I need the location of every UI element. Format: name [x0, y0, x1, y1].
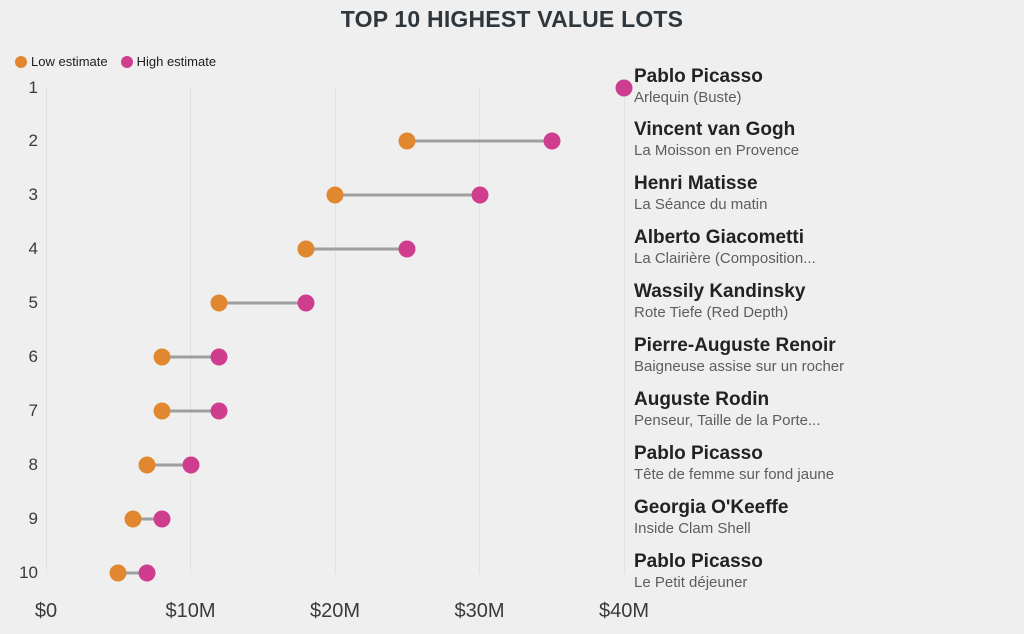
x-tick-label: $20M	[309, 600, 361, 622]
rank-label: 1	[28, 77, 38, 97]
lot-artist-name: Vincent van Gogh	[634, 119, 796, 141]
x-tick-label: $10M	[165, 600, 216, 622]
gridline	[334, 88, 336, 574]
lot-artist-name: Henri Matisse	[634, 173, 758, 195]
high-estimate-dot	[138, 564, 156, 582]
lot-artist-name: Wassily Kandinsky	[634, 281, 806, 303]
rank-label: 10	[19, 563, 38, 583]
rank-label: 3	[28, 185, 38, 205]
dumbbell-connector	[335, 193, 480, 197]
x-tick-label: $40M	[598, 600, 650, 622]
legend-item-high-estimate: High estimate	[120, 54, 217, 69]
lot-entry: Pablo Picasso Tête de femme sur fond jaun…	[634, 443, 1014, 484]
low-estimate-dot	[138, 456, 156, 474]
high-estimate-dot	[210, 402, 228, 420]
rank-label: 5	[28, 293, 38, 313]
rank-label: 6	[28, 347, 38, 367]
lot-entry: Pablo Picasso Le Petit déjeuner	[634, 551, 1014, 592]
low-estimate-dot	[153, 402, 171, 420]
dumbbell-connector	[147, 463, 191, 467]
low-estimate-dot	[398, 132, 416, 150]
gridline	[479, 88, 480, 574]
lot-work-title: Baigneuse assise sur un rocher	[634, 358, 845, 376]
low-estimate-dot-icon	[15, 55, 27, 68]
rank-label: 9	[28, 509, 38, 529]
dumbbell-connector	[161, 409, 220, 413]
lot-entry: Wassily Kandinsky Rote Tiefe (Red Depth)	[634, 281, 1014, 322]
low-estimate-dot	[109, 564, 127, 582]
dumbbell-connector	[132, 517, 162, 521]
chart-title: TOP 10 HIGHEST VALUE LOTS	[340, 6, 684, 32]
legend-label-low-estimate: Low estimate	[31, 54, 108, 69]
lot-artist-name: Pierre-Auguste Renoir	[634, 335, 836, 357]
lot-work-title: La Clairière (Composition...	[634, 250, 816, 268]
lot-artist-name: Pablo Picasso	[634, 551, 763, 573]
lot-work-title: Inside Clam Shell	[634, 520, 751, 538]
high-estimate-dot	[471, 186, 488, 204]
gridline	[623, 88, 625, 574]
x-tick-label: $0	[34, 600, 58, 622]
dumbbell-connector	[407, 139, 552, 143]
lot-entry: Pierre-Auguste Renoir Baigneuse assise su…	[634, 335, 1014, 376]
lot-artist-name: Alberto Giacometti	[634, 227, 804, 249]
lot-artist-name: Georgia O'Keeffe	[634, 497, 789, 519]
high-estimate-dot	[615, 79, 633, 96]
high-estimate-dot	[153, 510, 171, 528]
rank-label: 8	[28, 455, 38, 475]
lot-work-title: La Séance du matin	[634, 196, 768, 214]
lot-work-title: Penseur, Taille de la Porte...	[634, 412, 821, 430]
low-estimate-dot	[153, 348, 171, 366]
rank-label: 7	[28, 401, 38, 421]
lot-entry: Vincent van Gogh La Moisson en Provence	[634, 119, 1014, 160]
high-estimate-dot	[398, 240, 416, 258]
lot-entry: Henri Matisse La Séance du matin	[634, 173, 1014, 214]
lot-artist-name: Pablo Picasso	[634, 65, 763, 87]
lot-work-title: Rote Tiefe (Red Depth)	[634, 304, 789, 322]
legend-item-low-estimate: Low estimate	[15, 54, 108, 69]
lot-work-title: Tête de femme sur fond jaune	[634, 466, 835, 484]
low-estimate-dot	[297, 240, 315, 258]
lot-entry: Pablo Picasso Arlequin (Buste)	[634, 66, 1014, 107]
dumbbell-connector	[161, 355, 220, 359]
gridline	[45, 88, 47, 574]
high-estimate-dot	[182, 456, 199, 474]
lot-entry: Auguste Rodin Penseur, Taille de la Porte…	[634, 389, 1014, 430]
rank-label: 4	[28, 239, 38, 259]
low-estimate-dot	[210, 294, 228, 312]
lot-artist-name: Pablo Picasso	[634, 443, 763, 465]
low-estimate-dot	[326, 186, 344, 204]
dumbbell-connector	[118, 571, 148, 575]
rank-label: 2	[28, 131, 38, 151]
lot-work-title: Arlequin (Buste)	[634, 88, 742, 106]
high-estimate-dot-icon	[120, 55, 133, 68]
lot-entry: Alberto Giacometti La Clairière (Composit…	[634, 227, 1014, 268]
dumbbell-connector	[306, 247, 408, 251]
lot-artist-name: Auguste Rodin	[634, 389, 770, 411]
gridline	[190, 88, 191, 574]
high-estimate-dot	[297, 294, 315, 312]
lot-work-title: Le Petit déjeuner	[634, 574, 748, 592]
legend-label-high-estimate: High estimate	[136, 54, 217, 69]
high-estimate-dot	[543, 132, 561, 150]
lot-work-title: La Moisson en Provence	[634, 142, 800, 160]
lot-entry: Georgia O'Keeffe Inside Clam Shell	[634, 497, 1014, 538]
legend: Low estimate High estimate	[15, 54, 216, 69]
dumbbell-connector	[219, 301, 307, 305]
high-estimate-dot	[210, 348, 228, 366]
low-estimate-dot	[124, 510, 142, 528]
x-tick-label: $30M	[454, 600, 505, 622]
